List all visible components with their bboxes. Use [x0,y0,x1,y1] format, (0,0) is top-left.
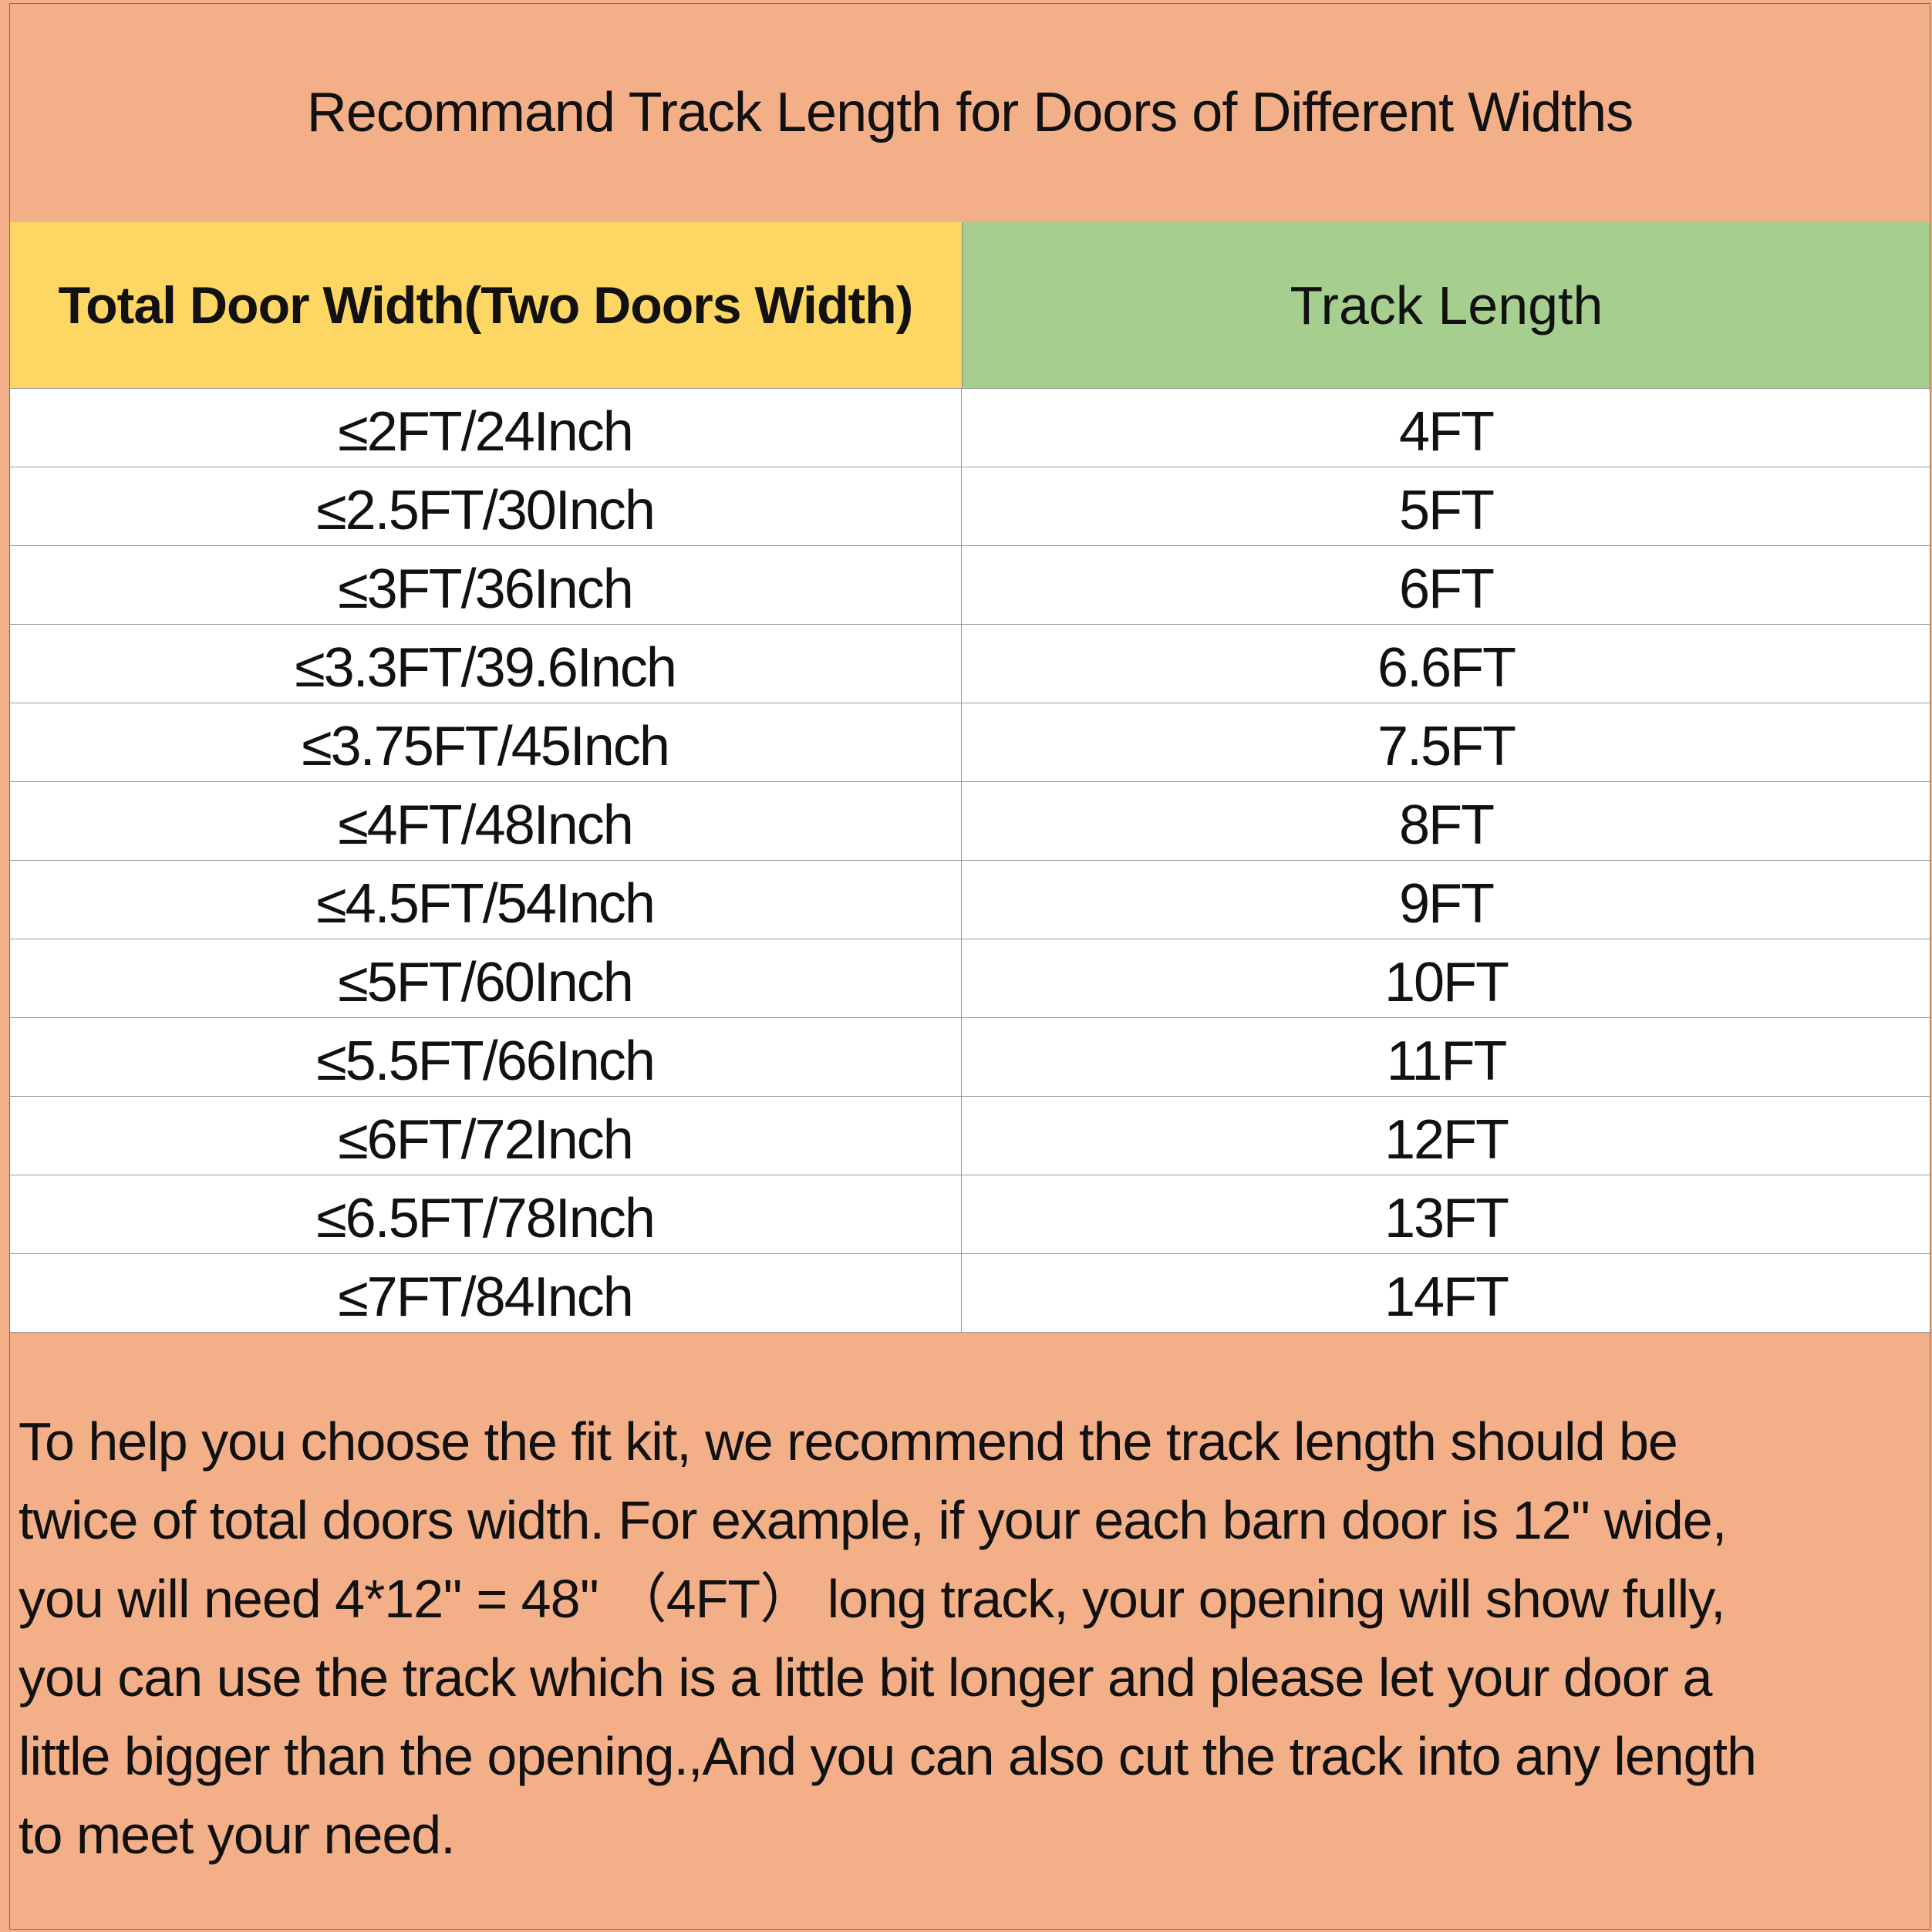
table-row: ≤2FT/24Inch 4FT [9,389,1930,467]
track-length-cell: 7.5FT [1377,716,1516,777]
door-width-cell: ≤6FT/72Inch [9,1097,962,1175]
table-row: ≤3.3FT/39.6Inch 6.6FT [9,625,1930,703]
door-width-cell: ≤2FT/24Inch [9,389,962,467]
header-total-door-width: Total Door Width(Two Doors Width) [9,222,962,388]
table-row: ≤5.5FT/66Inch 11FT [9,1018,1930,1097]
table-row: ≤3.75FT/45Inch 7.5FT [9,703,1930,782]
track-length-cell: 6.6FT [1377,637,1516,699]
track-length-cell: 10FT [1384,952,1509,1013]
table-row: ≤7FT/84Inch 14FT [9,1254,1930,1333]
door-width-cell: ≤5.5FT/66Inch [9,1018,962,1096]
note-line: To help you choose the fit kit, we recom… [19,1411,1678,1472]
door-width-cell: ≤3.75FT/45Inch [9,703,962,781]
track-length-cell: 6FT [1398,558,1495,620]
door-width-cell: ≤6.5FT/78Inch [9,1175,962,1253]
door-width-cell: ≤3FT/36Inch [9,546,962,624]
track-length-cell: 8FT [1398,794,1495,856]
door-width-cell: ≤4.5FT/54Inch [9,861,962,939]
door-width-cell: ≤4FT/48Inch [9,782,962,860]
door-width-cell: ≤5FT/60Inch [9,939,962,1017]
track-length-cell: 5FT [1398,480,1495,541]
size-table-body: ≤2FT/24Inch 4FT ≤2.5FT/30Inch 5FT ≤3FT/36Inc… [9,388,1930,1333]
door-width-cell: ≤3.3FT/39.6Inch [9,625,962,703]
table-title: Recommand Track Length for Doors of Diff… [9,3,1930,224]
track-length-cell: 11FT [1386,1030,1508,1092]
track-length-cell: 14FT [1384,1266,1509,1328]
track-length-cell: 12FT [1384,1109,1509,1171]
note-line: twice of total doors width. For example,… [19,1490,1727,1550]
page-border [9,3,1930,1930]
table-row: ≤2.5FT/30Inch 5FT [9,467,1930,546]
door-width-cell: ≤2.5FT/30Inch [9,467,962,545]
header-track-length: Track Length [962,222,1930,388]
track-length-cell: 9FT [1398,873,1495,935]
track-length-cell: 13FT [1384,1188,1509,1249]
table-row: ≤4FT/48Inch 8FT [9,782,1930,861]
recommendation-note: To help you choose the fit kit, we recom… [19,1402,1916,1874]
table-row: ≤3FT/36Inch 6FT [9,546,1930,625]
note-line: you will need 4*12'' = 48'' （4FT） long t… [19,1569,1725,1629]
note-line: you can use the track which is a little … [19,1647,1712,1708]
door-width-cell: ≤7FT/84Inch [9,1254,962,1332]
note-line: to meet your need. [19,1805,456,1865]
table-row: ≤6FT/72Inch 12FT [9,1097,1930,1175]
table-row: ≤6.5FT/78Inch 13FT [9,1175,1930,1254]
table-row: ≤4.5FT/54Inch 9FT [9,861,1930,939]
track-length-cell: 4FT [1398,401,1495,463]
table-row: ≤5FT/60Inch 10FT [9,939,1930,1018]
note-line: little bigger than the opening.,And you … [19,1726,1757,1786]
